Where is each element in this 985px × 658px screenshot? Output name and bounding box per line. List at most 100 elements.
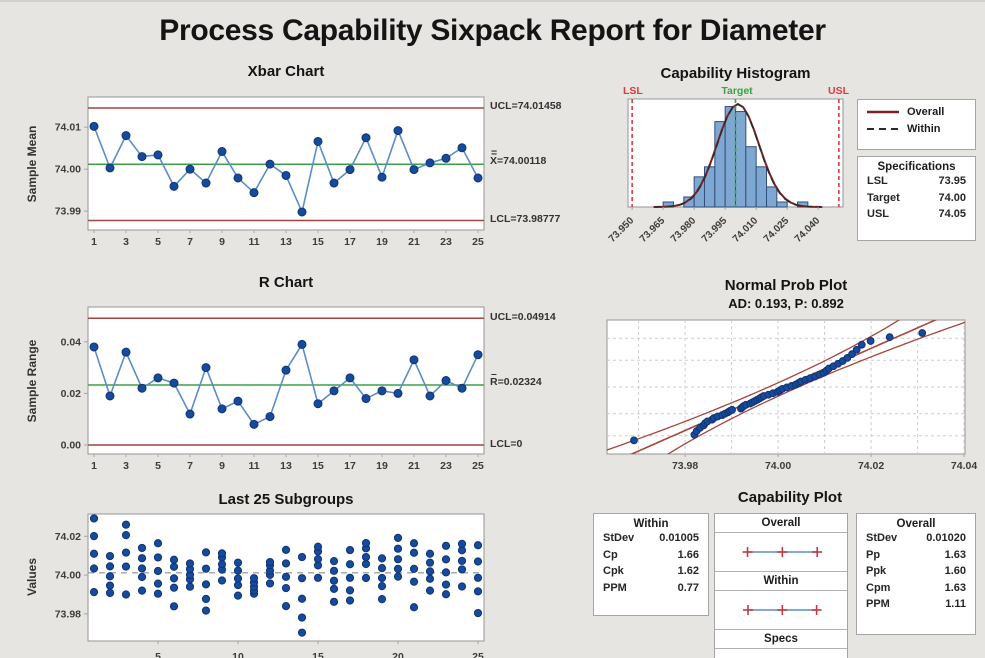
data-point <box>473 608 483 618</box>
overall-section-header: Overall <box>715 514 847 533</box>
tick-label: 15 <box>312 236 324 248</box>
data-point <box>377 386 387 396</box>
tick-label: 21 <box>408 236 420 248</box>
overall-interval-section: Overall <box>715 514 847 572</box>
data-point <box>425 574 435 583</box>
stat-value: 1.62 <box>677 565 699 577</box>
tick-label: 25 <box>472 236 484 248</box>
tick-label: 25 <box>472 651 484 658</box>
data-point <box>441 541 451 550</box>
legend-item-overall: Overall <box>858 103 975 120</box>
data-point <box>297 207 307 217</box>
stat-label: PPM <box>603 581 627 594</box>
data-point <box>377 582 387 591</box>
data-point <box>249 574 259 583</box>
data-point <box>137 586 147 595</box>
histogram-title: Capability Histogram <box>660 65 811 82</box>
tick-label: 23 <box>440 460 452 472</box>
data-point <box>153 589 163 598</box>
data-point <box>409 577 419 586</box>
data-point <box>377 554 387 563</box>
overall-interval-plot <box>742 547 823 557</box>
data-point <box>441 580 451 589</box>
plot-frame <box>87 306 485 455</box>
stat-row: Ppk 1.60 <box>857 563 975 580</box>
tick-label: 73.980 <box>669 215 699 245</box>
data-point <box>313 573 323 582</box>
data-point <box>201 548 211 557</box>
data-point <box>473 587 483 596</box>
data-point <box>169 574 179 583</box>
within-curve <box>654 103 822 208</box>
legend-box: Overall Within <box>857 99 976 150</box>
data-point <box>281 170 291 180</box>
tick-label: 74.02 <box>55 531 81 543</box>
data-point <box>345 545 355 555</box>
last25-y-axis-label: Values <box>25 557 39 597</box>
tick-label: 1 <box>91 236 97 248</box>
specifications-box: Specifications LSL 73.95 Target 74.00 USL 74.… <box>857 156 976 241</box>
within-section-header: Within <box>715 572 847 591</box>
stat-label: Cpk <box>603 565 624 577</box>
data-point <box>361 552 371 562</box>
tick-label: 17 <box>344 236 356 248</box>
data-point <box>345 560 355 569</box>
data-point <box>425 558 435 567</box>
tick-label: 3 <box>123 460 129 472</box>
data-point <box>425 158 435 168</box>
data-point <box>121 562 131 571</box>
data-point <box>345 573 355 582</box>
tick-label: 19 <box>376 236 388 248</box>
overall-stats-rows: StDev 0.01020 Pp 1.63 Ppk 1.60 Cpm 1.63 PPM 1.11 <box>857 530 975 613</box>
data-point <box>329 597 339 606</box>
data-point <box>361 559 371 569</box>
data-point <box>457 582 467 591</box>
data-point <box>885 333 894 342</box>
tick-label: 5 <box>155 651 161 658</box>
data-point <box>201 594 211 604</box>
data-point <box>169 555 179 564</box>
data-point <box>89 588 99 597</box>
stat-label: Cp <box>603 548 618 561</box>
tick-label: 25 <box>472 460 484 472</box>
histogram-bar <box>776 201 788 208</box>
xbar-mean-value: X=74.00118 <box>490 155 547 167</box>
tick-label: 15 <box>312 460 324 472</box>
data-point <box>153 373 163 383</box>
data-point <box>105 551 115 561</box>
data-point <box>377 563 387 573</box>
data-point <box>457 565 467 574</box>
data-point <box>866 337 875 345</box>
data-point <box>393 544 403 553</box>
tick-label: 73.98 <box>55 608 81 620</box>
histogram-bar <box>724 106 736 208</box>
stat-row: USL 74.05 <box>858 206 975 223</box>
data-point <box>185 409 195 419</box>
data-point <box>329 557 339 566</box>
histogram-bar <box>766 186 778 208</box>
legend-within-label: Within <box>907 123 941 135</box>
data-point <box>89 564 99 573</box>
data-point <box>441 590 451 599</box>
data-point <box>201 363 211 373</box>
data-point <box>457 556 467 566</box>
data-point <box>297 574 307 583</box>
data-point <box>393 564 403 573</box>
data-point <box>217 147 227 157</box>
data-point <box>457 143 467 153</box>
within-interval-section: Within <box>715 572 847 630</box>
tick-label: 3 <box>123 236 129 248</box>
data-point <box>201 606 211 615</box>
data-point <box>121 531 131 540</box>
data-point <box>89 532 99 541</box>
tick-label: 74.010 <box>731 215 761 245</box>
data-point <box>393 126 403 136</box>
data-point <box>473 173 483 183</box>
stat-row: PPM 0.77 <box>594 580 708 597</box>
data-point <box>728 405 736 414</box>
within-stats-rows: StDev 0.01005 Cp 1.66 Cpk 1.62 PPM 0.77 <box>594 530 708 596</box>
tick-label: 5 <box>155 236 161 248</box>
data-point <box>105 572 115 581</box>
r-mean-value: R=0.02324 <box>490 376 542 388</box>
data-point <box>345 165 355 175</box>
